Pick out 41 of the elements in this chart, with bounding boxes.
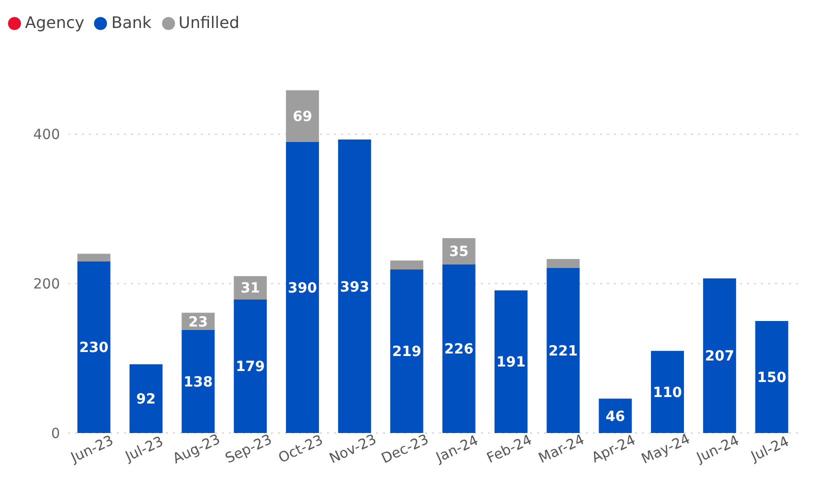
bar xyxy=(338,140,372,433)
bar xyxy=(130,364,163,433)
data-label: 219 xyxy=(392,344,422,360)
data-label: 230 xyxy=(79,340,109,356)
bar xyxy=(286,142,319,433)
data-label: 138 xyxy=(184,374,213,390)
data-label: 92 xyxy=(136,392,156,408)
legend-label: Unfilled xyxy=(178,13,240,32)
data-label: 35 xyxy=(449,244,469,260)
bar xyxy=(755,320,788,433)
legend-label: Agency xyxy=(25,13,84,32)
bar xyxy=(650,350,684,433)
bar xyxy=(546,258,580,268)
data-label: 69 xyxy=(292,108,312,125)
data-label: 191 xyxy=(496,354,526,371)
bar xyxy=(546,268,580,433)
legend-label: Bank xyxy=(111,13,152,32)
data-label: 221 xyxy=(548,343,578,360)
data-label: 31 xyxy=(240,280,260,297)
data-label: 23 xyxy=(188,314,208,330)
bar xyxy=(390,260,424,270)
data-label: 150 xyxy=(757,370,787,386)
bar xyxy=(494,290,528,433)
data-label: 390 xyxy=(288,280,318,296)
data-label: 110 xyxy=(652,384,682,401)
bar xyxy=(703,278,736,433)
data-label: 393 xyxy=(340,279,370,296)
y-tick-label: 400 xyxy=(33,127,60,144)
data-label: 226 xyxy=(444,342,474,358)
bar xyxy=(77,254,110,262)
data-label: 46 xyxy=(606,408,626,425)
bar xyxy=(77,261,110,433)
bar xyxy=(390,269,424,433)
data-label: 179 xyxy=(236,359,265,376)
bar xyxy=(234,299,267,433)
data-label: 207 xyxy=(704,348,734,365)
bar xyxy=(182,330,215,433)
bar xyxy=(442,264,476,433)
y-tick-label: 0 xyxy=(51,426,60,442)
y-tick-label: 200 xyxy=(33,276,60,293)
bar xyxy=(286,90,319,142)
